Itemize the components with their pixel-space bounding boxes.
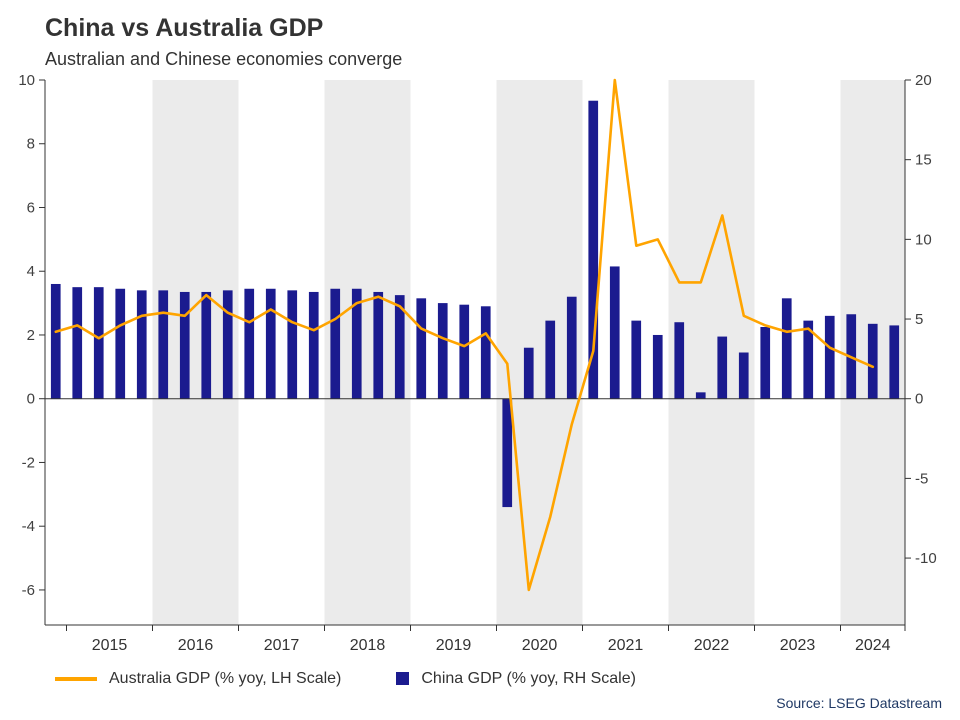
svg-text:20: 20 xyxy=(915,72,932,89)
svg-text:10: 10 xyxy=(915,231,932,248)
svg-text:2: 2 xyxy=(27,327,35,344)
svg-text:6: 6 xyxy=(27,199,35,216)
svg-text:2023: 2023 xyxy=(780,637,816,654)
svg-text:2016: 2016 xyxy=(178,637,214,654)
legend-item-china: China GDP (% yoy, RH Scale) xyxy=(396,670,636,688)
svg-text:2017: 2017 xyxy=(264,637,300,654)
chart-title: China vs Australia GDP xyxy=(45,14,324,42)
svg-text:-4: -4 xyxy=(22,518,35,535)
svg-text:-10: -10 xyxy=(915,550,937,567)
svg-text:8: 8 xyxy=(27,135,35,152)
svg-text:0: 0 xyxy=(915,390,923,407)
svg-text:2021: 2021 xyxy=(608,637,644,654)
svg-text:-2: -2 xyxy=(22,454,35,471)
svg-text:4: 4 xyxy=(27,263,35,280)
chart-legend: Australia GDP (% yoy, LH Scale) China GD… xyxy=(0,665,960,693)
svg-text:2018: 2018 xyxy=(350,637,386,654)
svg-text:2022: 2022 xyxy=(694,637,730,654)
chart-subtitle: Australian and Chinese economies converg… xyxy=(45,48,403,69)
chart-header: China vs Australia GDP Australian and Ch… xyxy=(0,0,960,70)
svg-text:2015: 2015 xyxy=(92,637,128,654)
australia-line-swatch-icon xyxy=(55,676,97,681)
svg-text:0: 0 xyxy=(27,390,35,407)
svg-text:2020: 2020 xyxy=(522,637,558,654)
legend-label-australia: Australia GDP (% yoy, LH Scale) xyxy=(109,669,342,687)
legend-label-china: China GDP (% yoy, RH Scale) xyxy=(421,669,636,687)
svg-text:2024: 2024 xyxy=(855,637,891,654)
legend-item-australia: Australia GDP (% yoy, LH Scale) xyxy=(55,670,341,688)
svg-text:-6: -6 xyxy=(22,581,35,598)
gdp-chart-svg: -6 -4 -2 0 2 4 6 8 10 -10 -5 0 5 10 15 20 2015 2016 2017 20… xyxy=(18,72,937,654)
svg-text:15: 15 xyxy=(915,151,932,168)
source-text: Source: LSEG Datastream xyxy=(776,694,942,711)
china-bar-swatch-icon xyxy=(396,672,410,686)
svg-text:5: 5 xyxy=(915,311,923,328)
svg-text:2019: 2019 xyxy=(436,637,472,654)
svg-text:-5: -5 xyxy=(915,470,928,487)
svg-text:10: 10 xyxy=(18,72,35,89)
